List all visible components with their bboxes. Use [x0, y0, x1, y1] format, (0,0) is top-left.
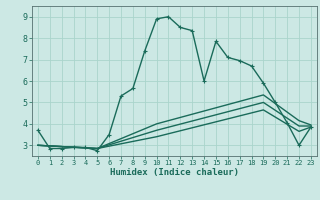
- X-axis label: Humidex (Indice chaleur): Humidex (Indice chaleur): [110, 168, 239, 177]
